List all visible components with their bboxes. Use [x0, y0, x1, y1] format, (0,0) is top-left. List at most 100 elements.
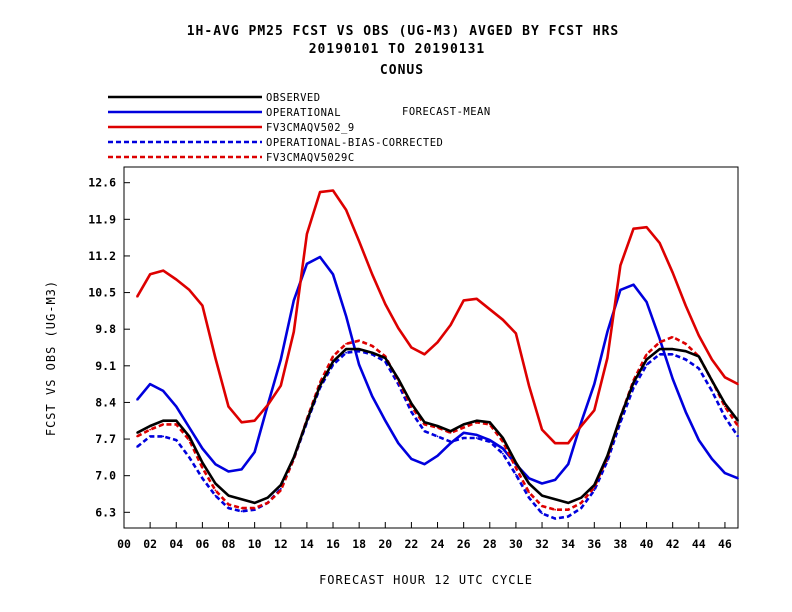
data-point-operational [724, 472, 726, 474]
data-point-observed [384, 357, 387, 359]
data-point-observed [358, 348, 360, 350]
data-point-fv3cmaqv5029c [554, 508, 556, 511]
data-point-fv3cmaqv502-9 [658, 242, 661, 244]
data-point-operational [475, 434, 478, 436]
data-point-fv3cmaqv502-9 [358, 240, 360, 243]
y-tick-label: 9.8 [95, 322, 116, 336]
y-tick-label: 12.6 [88, 176, 116, 190]
data-point-fv3cmaqv5029c [658, 341, 661, 344]
data-point-operational [149, 383, 152, 385]
data-point-operational [554, 479, 556, 481]
data-point-operational [227, 470, 230, 473]
series-line-fv3cmaqv502-9 [135, 189, 739, 445]
data-point-fv3cmaqv5029c [371, 345, 374, 347]
x-tick-label: 14 [300, 537, 314, 551]
data-point-observed [580, 496, 583, 499]
data-point-fv3cmaqv502-9 [449, 324, 452, 326]
data-point-fv3cmaqv5029c [279, 489, 282, 492]
data-point-operational [423, 463, 426, 466]
data-point-operational [410, 458, 413, 460]
data-point-fv3cmaqv502-9 [397, 327, 400, 329]
data-point-fv3cmaqv502-9 [475, 297, 478, 300]
data-point-operational [201, 447, 204, 450]
data-point-observed [684, 350, 687, 353]
data-point-fv3cmaqv5029c [240, 507, 243, 509]
data-point-fv3cmaqv5029c [201, 466, 204, 469]
data-point-observed [253, 502, 256, 504]
data-point-fv3cmaqv502-9 [567, 442, 570, 445]
data-point-operational [253, 451, 256, 453]
data-point-operational-bias-corrected [279, 487, 282, 490]
data-point-operational [697, 439, 700, 441]
data-point-observed [449, 430, 452, 433]
data-point-operational [645, 301, 648, 303]
data-point-operational [319, 256, 321, 258]
data-point-observed [737, 419, 739, 422]
data-point-observed [410, 402, 413, 405]
data-point-fv3cmaqv5029c [567, 508, 570, 511]
data-point-operational-bias-corrected [711, 390, 713, 392]
data-point-fv3cmaqv5029c [645, 353, 648, 356]
data-point-fv3cmaqv502-9 [319, 191, 321, 194]
data-point-fv3cmaqv5029c [253, 507, 256, 509]
legend: OBSERVED OPERATIONAL FV3CMAQV502_9 OPERATIO… [108, 92, 443, 164]
data-point-observed [201, 461, 204, 464]
x-tick-label: 02 [143, 537, 157, 551]
data-point-fv3cmaqv502-9 [671, 271, 674, 274]
data-point-fv3cmaqv502-9 [240, 421, 243, 424]
x-tick-label: 30 [509, 537, 523, 551]
data-point-fv3cmaqv502-9 [136, 295, 139, 298]
data-point-operational [136, 398, 139, 401]
data-point-fv3cmaqv502-9 [292, 330, 295, 333]
data-point-fv3cmaqv502-9 [279, 384, 282, 387]
data-point-fv3cmaqv502-9 [214, 357, 217, 359]
data-point-fv3cmaqv502-9 [488, 308, 491, 311]
data-point-observed [319, 384, 321, 387]
data-point-operational [737, 477, 739, 480]
data-point-operational [684, 411, 687, 413]
data-point-operational-bias-corrected [697, 367, 700, 370]
data-point-operational [488, 439, 491, 441]
data-point-operational [528, 477, 530, 480]
data-point-operational-bias-corrected [593, 489, 596, 492]
x-tick-label: 34 [561, 537, 575, 551]
data-point-fv3cmaqv502-9 [149, 273, 152, 276]
data-point-operational [436, 454, 439, 457]
x-tick-label: 40 [640, 537, 654, 551]
data-point-observed [279, 484, 282, 486]
data-point-operational [162, 390, 165, 392]
data-point-fv3cmaqv5029c [515, 466, 517, 469]
data-point-operational-bias-corrected [423, 430, 426, 433]
data-point-observed [332, 360, 334, 363]
data-point-operational [332, 273, 334, 276]
legend-label-operational: OPERATIONAL [266, 107, 341, 119]
data-point-operational-bias-corrected [567, 515, 570, 518]
data-point-observed [292, 456, 295, 459]
series-line-operational-bias-corrected [136, 349, 740, 520]
data-point-observed [423, 421, 426, 424]
data-point-fv3cmaqv5029c [345, 342, 347, 345]
data-point-operational-bias-corrected [162, 435, 165, 438]
x-tick-label: 24 [431, 537, 445, 551]
data-point-operational-bias-corrected [554, 517, 556, 520]
data-point-operational-bias-corrected [227, 507, 230, 509]
data-point-fv3cmaqv502-9 [580, 425, 583, 427]
data-point-fv3cmaqv5029c [462, 426, 465, 429]
data-point-observed [436, 425, 439, 427]
data-point-fv3cmaqv502-9 [724, 376, 726, 379]
data-point-observed [528, 482, 530, 485]
chart-date-range: 20190101 TO 20190131 [309, 42, 486, 57]
data-point-observed [724, 402, 726, 405]
data-point-operational [214, 463, 217, 466]
data-point-fv3cmaqv5029c [580, 502, 583, 504]
data-point-fv3cmaqv5029c [541, 505, 543, 507]
data-point-operational [306, 262, 308, 265]
data-point-observed [711, 379, 713, 382]
data-point-operational-bias-corrected [149, 435, 152, 438]
data-point-operational [593, 383, 596, 385]
x-axis: 00 02 04 06 08 10 12 14 16 18 20 22 24 26 28 30 32 34 36 38… [117, 522, 732, 551]
data-point-fv3cmaqv5029c [136, 435, 139, 438]
x-tick-label: 12 [274, 537, 288, 551]
data-point-observed [371, 351, 374, 354]
